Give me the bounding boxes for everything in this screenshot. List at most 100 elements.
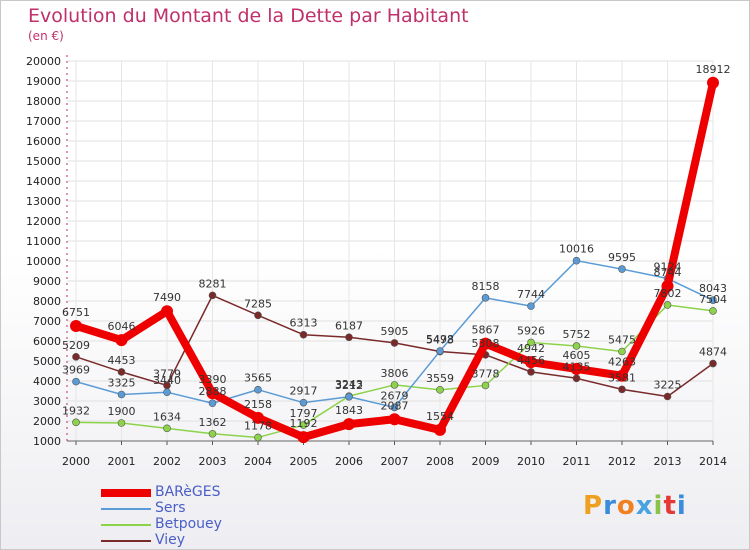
data-point [388,413,401,426]
y-tick-label: 12000 [26,215,61,228]
data-point [572,342,581,350]
y-tick-label: 16000 [26,135,61,148]
data-label: 3440 [153,374,181,387]
logo-letter: t [663,491,677,521]
data-point [479,337,492,350]
data-point [570,362,583,375]
x-tick-label: 2004 [244,455,272,468]
data-point [72,377,80,386]
logo-letter: P [583,491,604,521]
data-point [481,381,490,390]
data-point [70,319,82,332]
logo-letter: i [653,491,664,521]
data-label: 4942 [517,342,545,355]
data-point [163,388,171,397]
y-tick-label: 13000 [26,195,61,208]
data-point [436,386,444,394]
x-tick-label: 2010 [517,455,545,468]
data-label: 5308 [472,337,500,350]
data-point [481,294,490,302]
legend-label: BARèGES [155,484,221,500]
data-label: 8043 [699,282,727,295]
data-point [72,418,80,427]
data-label: 7504 [699,293,727,306]
logo-letter: i [676,491,687,521]
data-label: 3325 [108,377,136,390]
legend-swatch [101,524,151,526]
data-point [527,338,535,347]
y-tick-label: 4000 [33,375,61,388]
data-point [390,381,399,389]
data-point [208,291,217,300]
data-point [616,369,628,382]
data-point [390,339,399,347]
data-label: 8281 [199,277,227,290]
data-point [299,421,308,429]
data-label: 1797 [290,407,318,420]
data-label: 9124 [654,261,682,274]
x-tick-label: 2005 [290,455,318,468]
x-tick-label: 2012 [608,455,636,468]
data-point [115,334,128,347]
data-label: 5475 [608,334,636,347]
data-label: 2888 [199,385,227,398]
y-tick-label: 5000 [33,355,61,368]
data-point [254,433,262,442]
y-tick-label: 3000 [33,395,61,408]
y-tick-label: 9000 [33,275,61,288]
data-label: 1178 [244,419,272,432]
x-tick-label: 2003 [199,455,227,468]
y-tick-label: 20000 [26,55,61,68]
data-label: 3225 [654,379,682,392]
data-point [254,385,262,394]
data-point [299,330,308,339]
logo-letter: x [635,491,654,521]
data-point [299,398,308,407]
y-tick-label: 15000 [26,155,61,168]
chart-title: Evolution du Montant de la Dette par Hab… [28,5,469,27]
data-label: 8744 [654,266,682,279]
data-label: 5498 [426,333,454,346]
data-point [117,419,126,427]
data-label: 10016 [559,243,594,256]
data-label: 5209 [62,339,90,352]
data-point [254,311,262,320]
data-point [117,368,126,376]
legend-swatch [101,508,151,510]
data-label: 7285 [244,297,272,310]
logo-letter: o [616,491,636,521]
data-label: 3243 [335,378,363,391]
x-tick-label: 2000 [62,455,90,468]
x-tick-label: 2001 [108,455,136,468]
data-label: 4605 [563,349,591,362]
y-tick-label: 7000 [33,315,61,328]
data-point [345,333,353,342]
chart-subtitle: (en €) [28,29,64,43]
data-label: 3390 [199,373,227,386]
y-tick-label: 18000 [26,95,61,108]
y-tick-label: 14000 [26,175,61,188]
data-point [434,423,446,436]
legend-label: Sers [155,500,186,516]
data-label: 6187 [335,319,363,332]
data-label: 1634 [153,410,181,423]
data-label: 6751 [62,306,90,319]
data-label: 9595 [608,251,636,264]
data-point [527,368,535,376]
data-label: 18912 [696,63,731,76]
data-label: 7802 [654,287,682,300]
data-label: 2679 [381,389,409,402]
y-tick-label: 8000 [33,295,61,308]
x-tick-label: 2002 [153,455,181,468]
data-label: 4263 [608,356,636,369]
data-point [72,353,80,361]
data-point [297,431,310,444]
x-tick-label: 2007 [381,455,409,468]
data-label: 3559 [426,372,454,385]
data-point [707,76,719,89]
y-tick-label: 6000 [33,335,61,348]
data-label: 3565 [244,372,272,385]
data-point [343,418,355,431]
data-point [709,307,717,315]
data-label: 3779 [153,367,181,380]
